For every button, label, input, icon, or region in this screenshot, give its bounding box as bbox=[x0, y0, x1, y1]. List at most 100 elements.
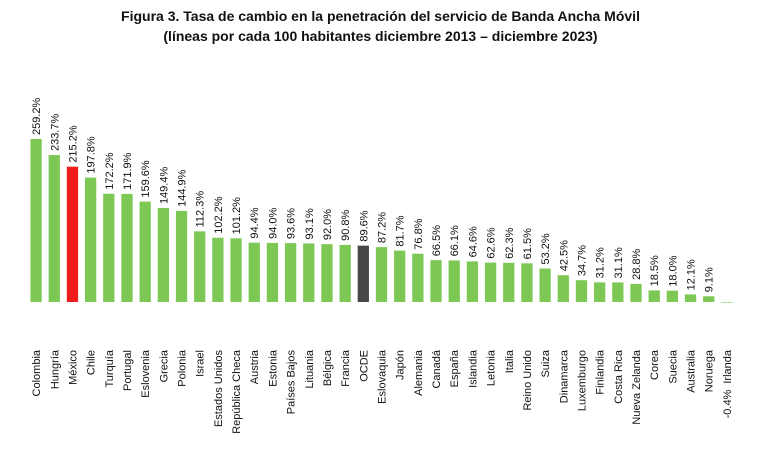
bar-israel bbox=[194, 231, 206, 302]
bar-paises-bajos bbox=[284, 243, 297, 302]
bar-austria bbox=[248, 242, 260, 302]
value-labels-group: 259.2% 233.7% 215.2% 197.8% 172.2% 171.9% 159.… bbox=[31, 97, 734, 418]
bar-portugal bbox=[121, 193, 133, 302]
value-label-paises-bajos: 93.6% bbox=[286, 208, 298, 239]
bar-costa-rica bbox=[612, 282, 624, 302]
bar-ocde bbox=[357, 245, 369, 302]
category-label-nueva-zelanda: Nueva Zelanda bbox=[631, 349, 643, 424]
value-label-eslovaquia: 87.2% bbox=[377, 212, 389, 243]
bar-suecia bbox=[666, 290, 679, 302]
bar-eslovaquia bbox=[375, 247, 388, 302]
category-label-luxemburgo: Luxemburgo bbox=[576, 350, 588, 411]
category-label-suecia: Suecia bbox=[667, 349, 679, 384]
category-label-eslovaquia: Eslovaquia bbox=[377, 349, 389, 404]
bar-estados-unidos bbox=[212, 237, 224, 302]
category-label-mexico: México bbox=[67, 350, 79, 385]
category-label-israel: Israel bbox=[195, 350, 207, 377]
category-label-lituania: Lituania bbox=[304, 349, 316, 388]
bar-polonia bbox=[175, 210, 188, 302]
bar-hungria bbox=[48, 155, 60, 302]
category-label-suiza: Suiza bbox=[540, 349, 552, 377]
category-label-ocde: OCDE bbox=[358, 350, 370, 382]
bar-republica-checa bbox=[230, 238, 242, 302]
value-label-turquia: 172.2% bbox=[104, 152, 116, 190]
bar-mexico bbox=[66, 166, 79, 302]
category-label-colombia: Colombia bbox=[31, 349, 43, 396]
category-label-australia: Australia bbox=[686, 349, 698, 393]
bar-irlanda bbox=[721, 302, 733, 303]
category-label-paises-bajos: Países Bajos bbox=[286, 350, 298, 415]
value-label-mexico: 215.2% bbox=[67, 125, 79, 163]
value-label-ocde: 89.6% bbox=[358, 210, 370, 241]
value-label-irlanda: -0.4% bbox=[722, 389, 734, 418]
bar-noruega bbox=[703, 296, 715, 302]
category-label-portugal: Portugal bbox=[122, 350, 134, 391]
value-label-lituania: 93.1% bbox=[304, 208, 316, 239]
category-label-irlanda: Irlanda bbox=[722, 349, 734, 384]
value-label-suecia: 18.0% bbox=[667, 255, 679, 286]
category-label-belgica: Bélgica bbox=[322, 349, 334, 386]
category-label-finlandia: Finlandia bbox=[595, 349, 607, 395]
bar-belgica bbox=[321, 244, 333, 302]
category-label-turquia: Turquía bbox=[104, 349, 116, 387]
category-label-dinamarca: Dinamarca bbox=[558, 349, 570, 403]
value-label-letonia: 62.6% bbox=[486, 227, 498, 258]
bar-letonia bbox=[484, 262, 497, 302]
value-label-luxemburgo: 34.7% bbox=[576, 245, 588, 276]
category-label-espana: España bbox=[449, 349, 461, 387]
value-label-costa-rica: 31.1% bbox=[613, 247, 625, 278]
bar-islandia bbox=[466, 261, 479, 302]
chart-title-block: Figura 3. Tasa de cambio en la penetraci… bbox=[0, 6, 761, 46]
value-label-finlandia: 31.2% bbox=[595, 247, 607, 278]
bar-lituania bbox=[303, 243, 315, 302]
category-labels-group: Colombia Hungría México Chile Turquía Portuga… bbox=[31, 349, 734, 434]
value-label-eslovenia: 159.6% bbox=[140, 160, 152, 198]
value-label-italia: 62.3% bbox=[504, 227, 516, 258]
value-label-dinamarca: 42.5% bbox=[558, 240, 570, 271]
bar-estonia bbox=[266, 242, 279, 302]
category-label-italia: Italia bbox=[504, 349, 516, 373]
value-label-espana: 66.1% bbox=[449, 225, 461, 256]
value-label-grecia: 149.4% bbox=[158, 167, 170, 205]
category-label-eslovenia: Eslovenia bbox=[140, 349, 152, 398]
category-label-republica-checa: República Checa bbox=[231, 349, 243, 434]
bar-turquia bbox=[103, 193, 115, 302]
category-label-corea: Corea bbox=[649, 349, 661, 380]
value-label-portugal: 171.9% bbox=[122, 152, 134, 190]
category-label-austria: Austria bbox=[249, 349, 261, 384]
value-label-republica-checa: 101.2% bbox=[231, 197, 243, 235]
value-label-australia: 12.1% bbox=[686, 259, 698, 290]
value-label-hungria: 233.7% bbox=[49, 114, 61, 152]
category-label-hungria: Hungría bbox=[49, 349, 61, 389]
bar-grecia bbox=[157, 208, 169, 302]
category-label-letonia: Letonia bbox=[486, 349, 498, 386]
category-label-alemania: Alemania bbox=[413, 349, 425, 396]
bar-francia bbox=[339, 244, 351, 302]
value-label-suiza: 53.2% bbox=[540, 233, 552, 264]
bars-group bbox=[30, 139, 733, 303]
bar-finlandia bbox=[594, 282, 606, 302]
category-label-estonia: Estonia bbox=[267, 349, 279, 387]
bar-nueva-zelanda bbox=[630, 283, 642, 302]
category-label-estados-unidos: Estados Unidos bbox=[213, 350, 225, 428]
category-label-polonia: Polonia bbox=[177, 349, 189, 387]
bar-australia bbox=[684, 294, 697, 302]
value-label-islandia: 64.6% bbox=[467, 226, 479, 257]
bar-colombia bbox=[30, 139, 42, 302]
value-label-corea: 18.5% bbox=[649, 255, 661, 286]
bar-dinamarca bbox=[557, 275, 569, 302]
bar-luxemburgo bbox=[575, 280, 588, 302]
category-label-reino-unido: Reino Unido bbox=[522, 350, 534, 411]
category-label-noruega: Noruega bbox=[704, 349, 716, 392]
value-label-nueva-zelanda: 28.8% bbox=[631, 248, 643, 279]
value-label-polonia: 144.9% bbox=[177, 169, 189, 207]
bar-eslovenia bbox=[139, 201, 151, 302]
bar-corea bbox=[648, 290, 660, 302]
value-label-austria: 94.4% bbox=[249, 207, 261, 238]
bar-chile bbox=[84, 177, 97, 302]
value-label-chile: 197.8% bbox=[86, 136, 98, 174]
category-label-chile: Chile bbox=[86, 350, 98, 375]
value-label-israel: 112.3% bbox=[195, 191, 207, 228]
chart-subtitle: (líneas por cada 100 habitantes diciembr… bbox=[163, 28, 598, 44]
